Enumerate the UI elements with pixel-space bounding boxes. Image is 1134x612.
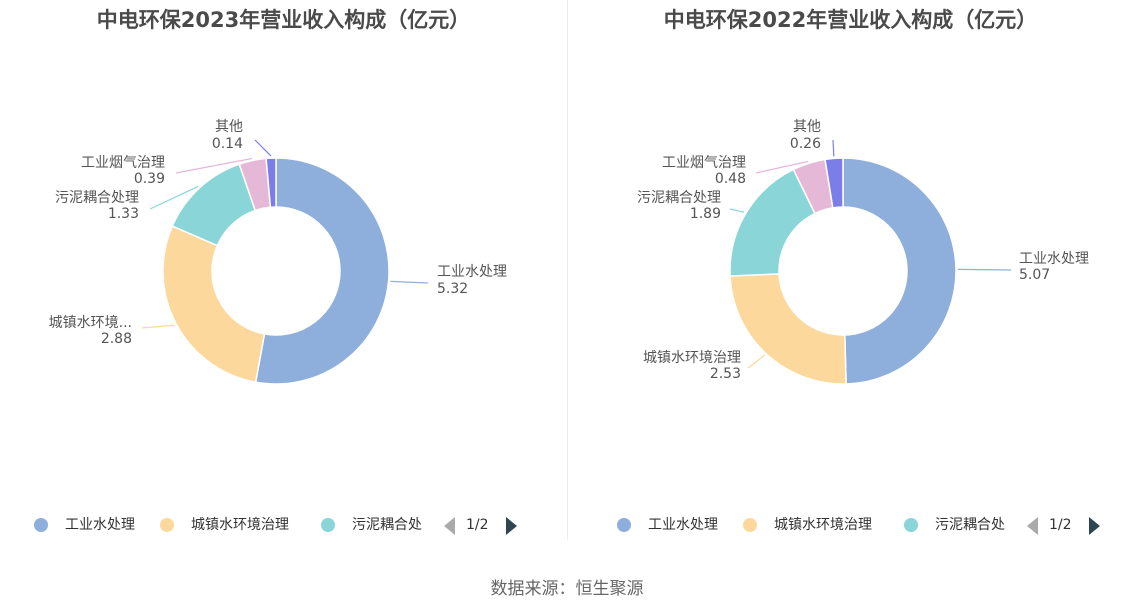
slice-label-value: 5.32 [437,281,468,297]
legend-label-1: 工业水处理 [65,517,135,533]
label-leader-line [141,324,175,329]
slice-label-name: 工业烟气治理 [662,155,746,171]
chart-panel-2022: 中电环保2022年营业收入构成（亿元） 工业水处理 5.07 城镇水环境治理 2.53… [567,0,1134,560]
label-leader-line [832,139,835,157]
slice-label-value: 0.14 [212,136,243,152]
data-source-note: 数据来源：恒生聚源 [490,579,644,599]
slice-label-value: 2.88 [101,331,132,347]
pie-slice-urban-water[interactable] [729,273,847,385]
legend-dot-1 [34,518,48,532]
legend-dot-3 [321,518,335,532]
chart-title: 中电环保2023年营业收入构成（亿元） [96,8,471,32]
slice-label-name: 污泥耦合处理 [55,190,139,206]
label-leader-line [390,280,429,284]
label-leader-line [755,160,809,174]
label-leader-line [729,208,745,213]
legend-label-2: 城镇水环境治理 [191,517,289,533]
legend-label-2: 城镇水环境治理 [774,517,872,533]
legend-prev-arrow-icon[interactable] [444,517,455,535]
slice-label-value: 0.39 [134,171,165,187]
pie-slice-urban-water[interactable] [162,225,266,384]
legend-page-indicator: 1/2 [1049,517,1072,533]
legend-dot-1 [617,518,631,532]
legend-dot-3 [904,518,918,532]
pie-slice-other[interactable] [265,157,277,209]
slice-label-value: 1.33 [108,206,139,222]
chart-panel-2023: 中电环保2023年营业收入构成（亿元） 工业水处理 5.32 城镇水环境... 2.8… [0,0,567,560]
slice-label-name: 工业水处理 [437,264,507,280]
slice-label-name: 城镇水环境... [49,315,132,331]
legend-next-arrow-icon[interactable] [1089,517,1100,535]
panel-divider [567,0,568,540]
slice-label-name: 其他 [215,119,243,135]
legend: 工业水处理 城镇水环境治理 污泥耦合处 1/2 [0,512,567,538]
legend-prev-arrow-icon[interactable] [1027,517,1038,535]
label-leader-line [254,139,272,157]
slice-label-value: 2.53 [710,366,741,382]
slice-label-value: 0.26 [790,136,821,152]
chart-title: 中电环保2022年营业收入构成（亿元） [663,8,1038,32]
legend-page-indicator: 1/2 [466,517,489,533]
legend-label-1: 工业水处理 [648,517,718,533]
legend-dot-2 [743,518,757,532]
slice-label-name: 工业烟气治理 [81,155,165,171]
label-leader-line [175,157,253,174]
pie-slice-industrial-water[interactable] [842,157,957,385]
legend-label-3: 污泥耦合处 [352,517,422,533]
label-leader-line [747,354,766,369]
legend-label-3: 污泥耦合处 [935,517,1005,533]
label-leader-line [957,268,1012,271]
slice-label-name: 城镇水环境治理 [643,350,741,366]
slice-label-value: 0.48 [715,171,746,187]
slice-label-value: 5.07 [1019,267,1050,283]
legend: 工业水处理 城镇水环境治理 污泥耦合处 1/2 [567,512,1134,538]
slice-label-name: 污泥耦合处理 [637,190,721,206]
slice-label-name: 工业水处理 [1019,251,1089,267]
legend-next-arrow-icon[interactable] [506,517,517,535]
legend-dot-2 [160,518,174,532]
slice-label-name: 其他 [793,119,821,135]
pie-slice-industrial-water[interactable] [254,157,390,385]
label-leader-line [149,186,199,210]
pie-slice-other[interactable] [824,157,844,209]
slice-label-value: 1.89 [690,206,721,222]
